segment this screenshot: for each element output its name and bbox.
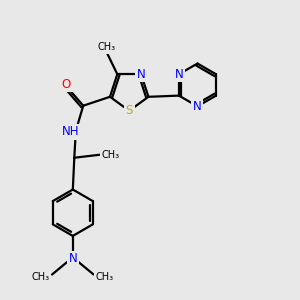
Text: NH: NH xyxy=(62,125,79,138)
Text: N: N xyxy=(193,100,202,113)
Text: CH₃: CH₃ xyxy=(96,272,114,282)
Text: S: S xyxy=(125,104,133,117)
Text: N: N xyxy=(68,252,77,265)
Text: CH₃: CH₃ xyxy=(32,272,50,282)
Text: CH₃: CH₃ xyxy=(102,150,120,160)
Text: O: O xyxy=(62,78,71,91)
Text: N: N xyxy=(137,68,146,81)
Text: CH₃: CH₃ xyxy=(98,43,116,52)
Text: N: N xyxy=(175,68,183,81)
